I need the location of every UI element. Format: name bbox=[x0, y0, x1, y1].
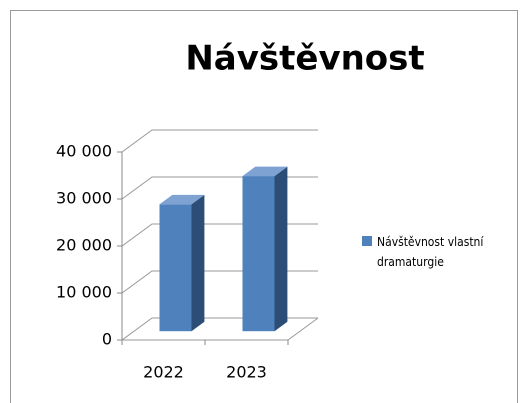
legend-label: Návštěvnost vlastní dramaturgie bbox=[377, 235, 484, 269]
y-tick-label: 40 000 bbox=[56, 142, 112, 161]
bar-side bbox=[274, 166, 288, 332]
y-tick-label: 30 000 bbox=[56, 189, 112, 208]
y-tick-label: 0 bbox=[102, 330, 112, 349]
bar-top bbox=[242, 166, 288, 177]
x-tick-label: 2022 bbox=[143, 363, 184, 382]
bar-side bbox=[191, 194, 205, 332]
grid-line bbox=[121, 129, 318, 153]
bar-top bbox=[159, 194, 205, 205]
bar bbox=[159, 204, 192, 332]
chart-title: Návštěvnost bbox=[185, 39, 424, 79]
bar bbox=[242, 176, 275, 332]
y-tick-label: 20 000 bbox=[56, 236, 112, 255]
legend-swatch bbox=[362, 236, 372, 246]
x-tick-label: 2023 bbox=[226, 363, 267, 382]
y-tick-label: 10 000 bbox=[56, 283, 112, 302]
